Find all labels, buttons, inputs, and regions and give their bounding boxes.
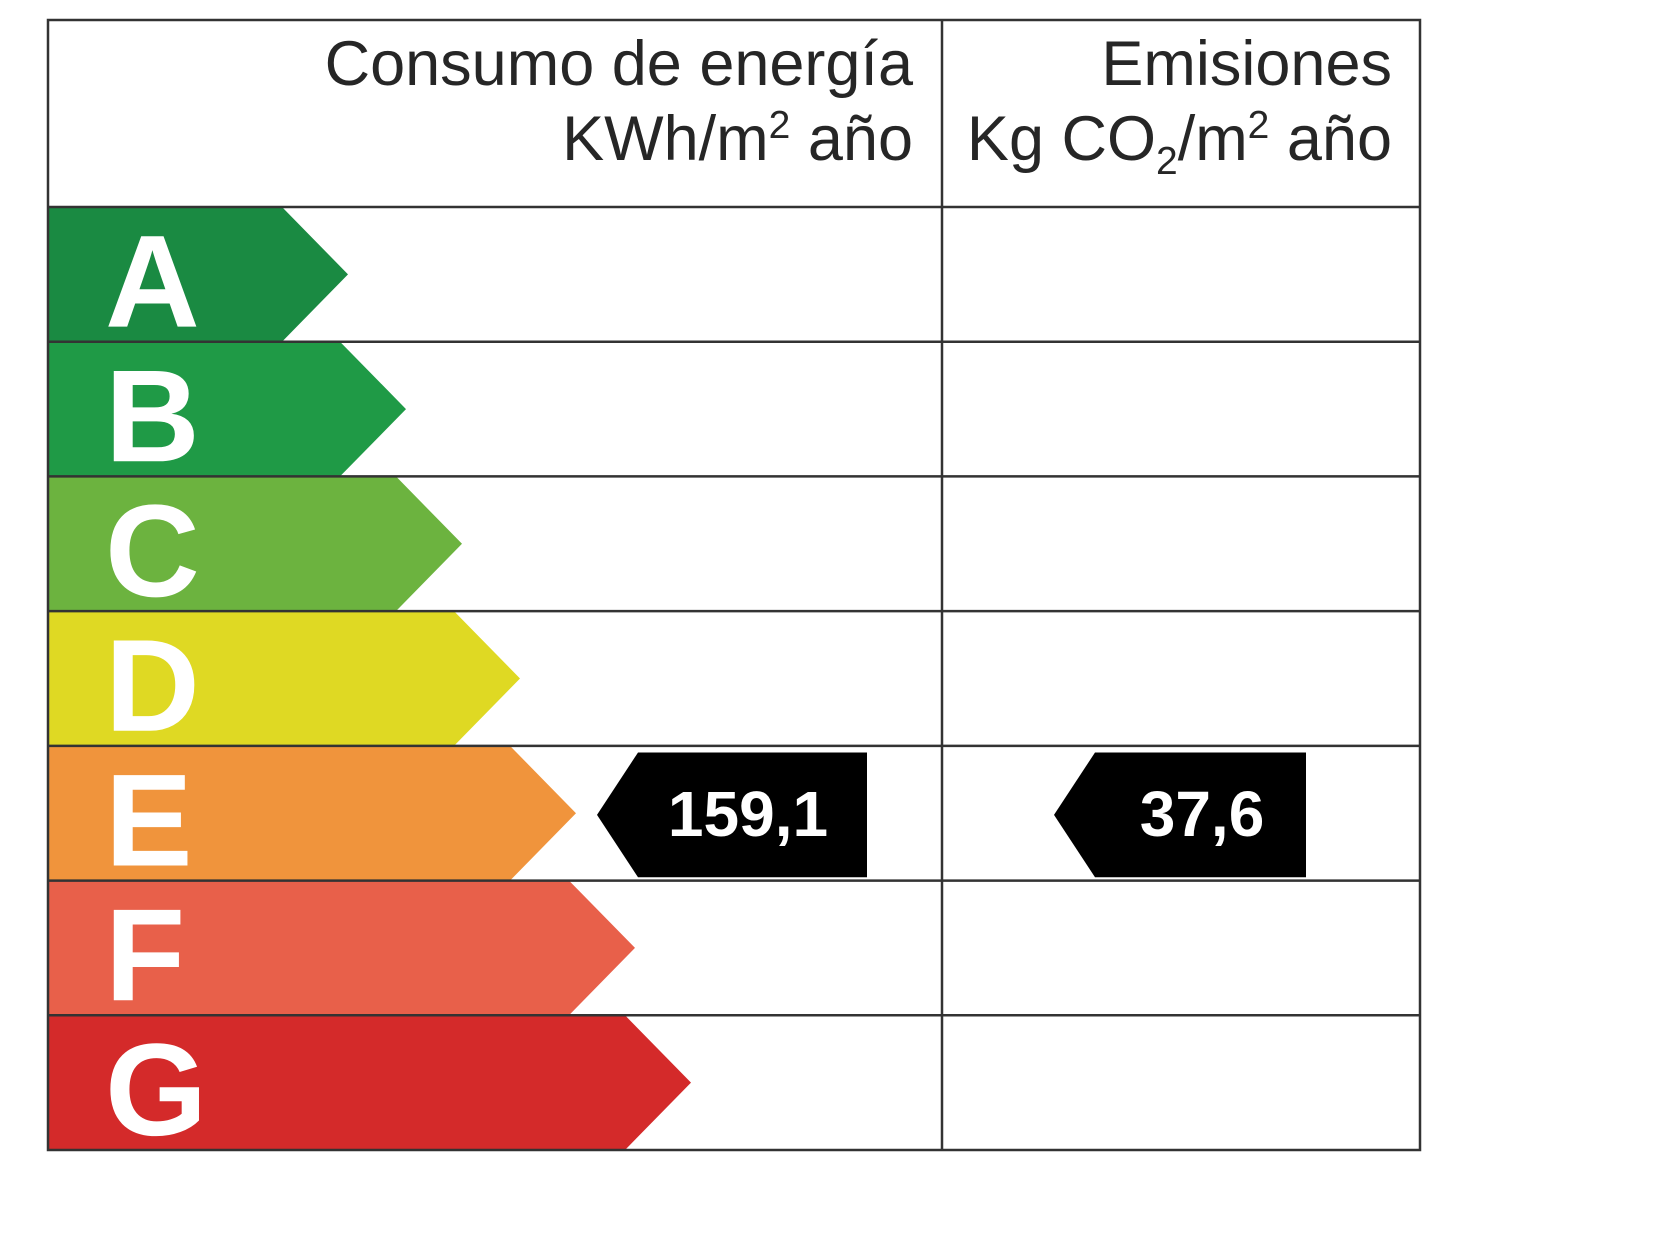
svg-text:Kg CO2/m2 año: Kg CO2/m2 año — [967, 104, 1392, 183]
svg-text:37,6: 37,6 — [1140, 778, 1265, 850]
svg-text:B: B — [105, 342, 200, 489]
svg-text:G: G — [105, 1016, 207, 1163]
svg-text:Emisiones: Emisiones — [1101, 29, 1392, 99]
svg-text:KWh/m2 año: KWh/m2 año — [562, 104, 913, 174]
svg-text:A: A — [105, 208, 200, 355]
svg-text:E: E — [105, 747, 193, 894]
svg-text:C: C — [105, 477, 200, 624]
svg-text:Consumo de energía: Consumo de energía — [325, 29, 914, 99]
svg-text:159,1: 159,1 — [668, 778, 828, 850]
svg-text:F: F — [105, 881, 185, 1028]
svg-text:D: D — [105, 612, 200, 759]
